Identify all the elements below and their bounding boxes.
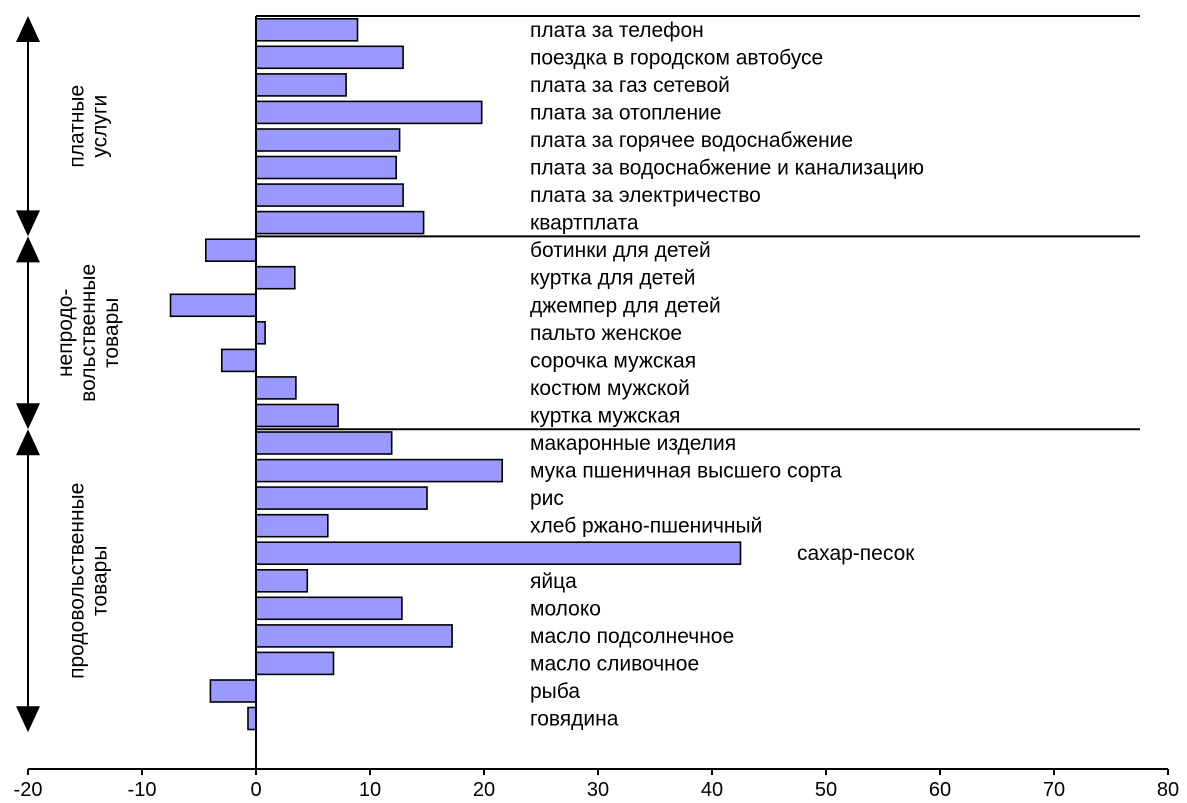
category-label-1-4: сорочка мужская <box>530 349 696 372</box>
bar-2-0 <box>255 431 393 455</box>
category-label-2-2: рис <box>530 487 564 510</box>
category-label-1-6: куртка мужская <box>530 405 680 428</box>
bar-2-8 <box>255 651 335 676</box>
category-label-1-1: куртка для детей <box>530 267 695 290</box>
arrow-up-icon <box>16 16 40 42</box>
category-label-0-3: плата за отопление <box>530 101 721 124</box>
bar-1-6 <box>255 403 339 428</box>
arrow-down-icon <box>16 210 40 237</box>
bar-1-2 <box>169 293 257 318</box>
bar-0-4 <box>255 128 401 152</box>
bar-0-5 <box>255 155 397 180</box>
group-label-2: продовольственныетовары <box>66 483 112 679</box>
bar-2-9 <box>209 679 257 703</box>
x-tick-label-2: 0 <box>250 779 261 801</box>
x-tick-label-3: 10 <box>359 779 381 801</box>
bar-2-10 <box>247 706 257 731</box>
category-label-0-5: плата за водоснабжение и канализацию <box>530 157 924 180</box>
bar-2-2 <box>255 486 428 510</box>
group-label-line: товары <box>89 546 112 616</box>
group-label-line: вольственные <box>77 264 100 402</box>
category-label-0-1: поездка в городском автобусе <box>530 46 823 69</box>
x-tick-label-7: 50 <box>815 779 837 801</box>
category-label-1-0: ботинки для детей <box>530 239 711 262</box>
x-tick-label-6: 40 <box>701 779 723 801</box>
group-label-line: платные <box>66 85 89 168</box>
arrow-down-icon <box>16 403 40 430</box>
group-label-line: товары <box>100 298 123 368</box>
category-label-2-8: масло сливочное <box>530 652 699 675</box>
bar-0-6 <box>255 183 404 207</box>
group-label-1: непродо-вольственныетовары <box>54 264 123 402</box>
arrow-down-icon <box>16 706 40 733</box>
group-label-line: непродо- <box>54 289 77 377</box>
x-tick-label-5: 30 <box>587 779 609 801</box>
x-tick-label-10: 80 <box>1157 779 1179 801</box>
x-tick-label-8: 60 <box>929 779 951 801</box>
bar-2-6 <box>255 596 403 621</box>
group-label-0: платныеуслуги <box>66 85 112 168</box>
bar-2-4 <box>255 541 742 566</box>
x-tick-label-1: -10 <box>128 779 157 801</box>
category-label-0-2: плата за газ сетевой <box>530 74 730 97</box>
bar-1-1 <box>255 265 296 290</box>
category-label-2-7: масло подсолнечное <box>530 625 734 648</box>
category-label-2-10: говядина <box>530 708 619 731</box>
arrow-up-icon <box>16 429 40 456</box>
bar-2-1 <box>255 458 503 483</box>
x-tick-label-0: -20 <box>14 779 43 801</box>
x-tick-label-4: 20 <box>473 779 495 801</box>
category-label-1-5: костюм мужской <box>530 377 690 400</box>
bar-0-7 <box>255 210 425 235</box>
category-label-0-6: плата за электричество <box>530 184 761 207</box>
bar-2-7 <box>255 624 453 648</box>
category-label-0-4: плата за горячее водоснабжение <box>530 129 853 152</box>
category-label-1-2: джемпер для детей <box>530 294 721 317</box>
category-label-0-7: квартплата <box>530 212 639 235</box>
bar-1-4 <box>221 348 257 373</box>
bar-1-3 <box>255 320 266 345</box>
category-label-1-3: пальто женское <box>530 322 682 345</box>
category-label-0-0: плата за телефон <box>530 19 704 42</box>
category-label-2-0: макаронные изделия <box>530 432 736 455</box>
category-label-2-1: мука пшеничная высшего сорта <box>530 460 842 483</box>
group-label-line: услуги <box>89 95 112 158</box>
group-label-line: продовольственные <box>66 483 89 679</box>
bar-2-5 <box>255 568 309 593</box>
bar-0-2 <box>255 73 347 97</box>
bar-0-3 <box>255 100 483 125</box>
bar-0-0 <box>255 17 359 42</box>
bar-0-1 <box>255 45 404 70</box>
category-label-2-6: молоко <box>530 597 601 620</box>
arrow-up-icon <box>16 236 40 263</box>
x-tick-label-9: 70 <box>1043 779 1065 801</box>
category-label-2-4: сахар-песок <box>797 542 915 565</box>
bar-1-0 <box>205 238 257 262</box>
category-label-2-5: яйца <box>530 570 577 593</box>
bar-2-3 <box>255 513 329 538</box>
category-label-2-9: рыба <box>530 680 580 703</box>
bar-1-5 <box>255 376 297 400</box>
category-label-2-3: хлеб ржано-пшеничный <box>530 515 762 538</box>
